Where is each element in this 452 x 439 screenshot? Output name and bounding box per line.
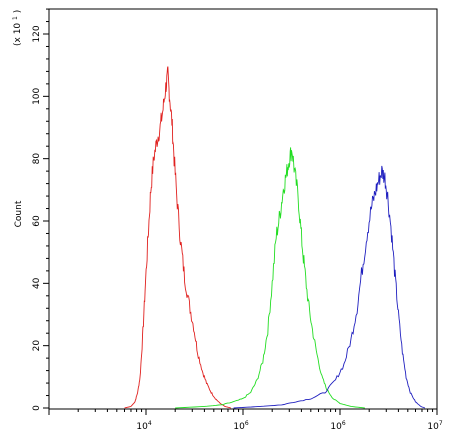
x-tick-label: 107: [427, 420, 442, 432]
y-axis-label: Count: [14, 200, 24, 227]
series-line-3: [233, 165, 426, 409]
y-tick-label: 40: [32, 277, 42, 289]
y-tick-label: 20: [32, 340, 42, 352]
y-multiplier-text: (x 10: [13, 23, 23, 46]
series-layer: [124, 66, 426, 409]
y-tick-label: 120: [32, 25, 42, 42]
x-tick-label: 106: [330, 420, 345, 432]
y-tick-label: 60: [32, 215, 42, 227]
y-axis: 0 20 40 60 80 100 120: [32, 8, 49, 411]
y-tick-label: 80: [32, 153, 42, 165]
series-line-1: [124, 66, 232, 409]
y-multiplier-label: (x 10 1 ): [10, 10, 23, 46]
y-tick-label: 0: [32, 405, 42, 411]
y-multiplier-exp: 1: [12, 16, 19, 20]
y-multiplier-close: ): [13, 10, 23, 14]
y-tick-label: 100: [32, 87, 42, 104]
series-line-2: [175, 147, 365, 409]
plot-frame: [48, 8, 438, 410]
x-axis: 104 106 106 107: [48, 409, 443, 432]
x-tick-label: 106: [233, 420, 248, 432]
x-tick-label: 104: [136, 420, 151, 432]
